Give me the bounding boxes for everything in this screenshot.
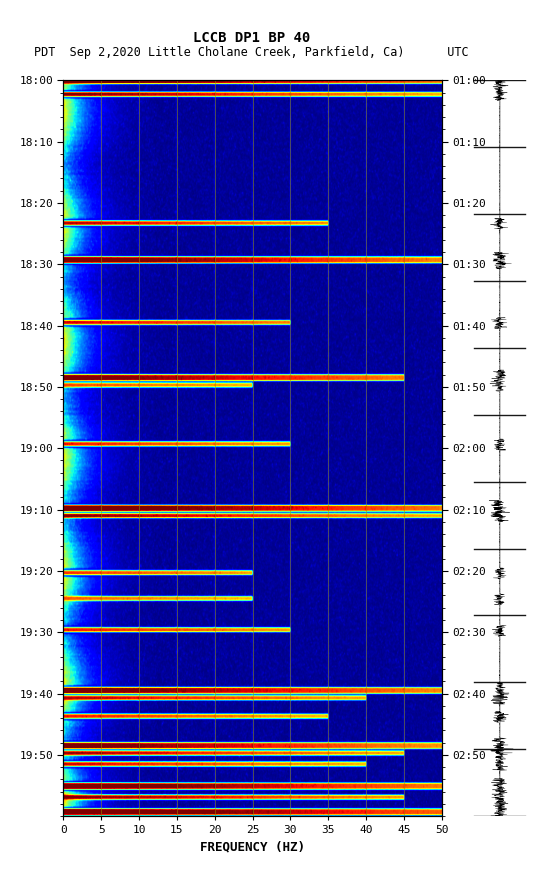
X-axis label: FREQUENCY (HZ): FREQUENCY (HZ) — [200, 841, 305, 854]
Text: PDT  Sep 2,2020 Little Cholane Creek, Parkfield, Ca)      UTC: PDT Sep 2,2020 Little Cholane Creek, Par… — [34, 45, 469, 59]
Text: LCCB DP1 BP 40: LCCB DP1 BP 40 — [193, 30, 310, 45]
